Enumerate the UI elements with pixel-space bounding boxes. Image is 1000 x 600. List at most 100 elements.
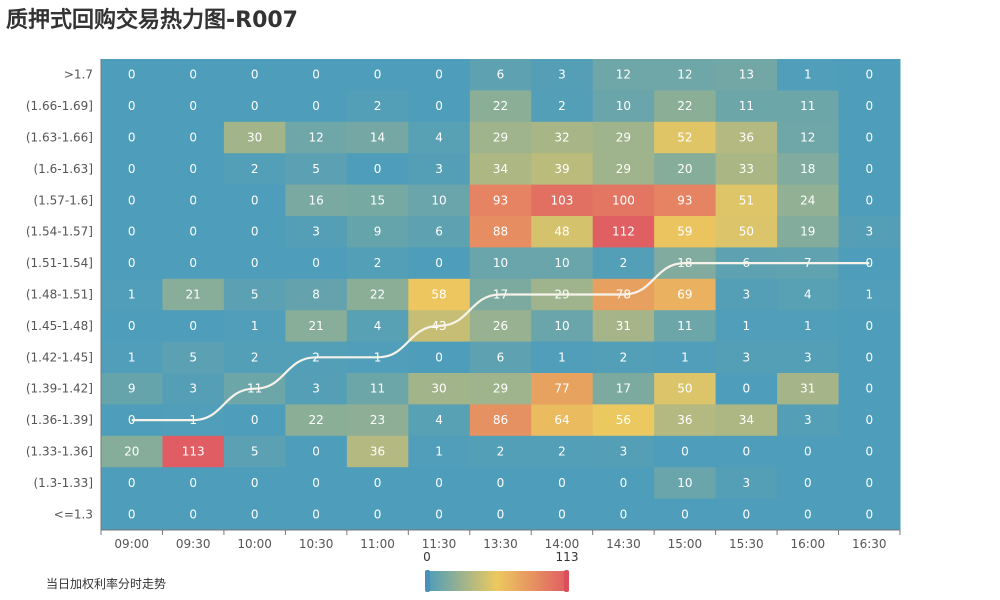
heatmap-cell[interactable] <box>838 435 901 468</box>
heatmap-cell[interactable] <box>162 121 225 154</box>
heatmap-cell[interactable] <box>777 373 840 405</box>
heatmap-cell[interactable] <box>346 216 409 248</box>
heatmap-cell[interactable] <box>346 184 409 217</box>
heatmap-cell[interactable] <box>346 310 409 343</box>
heatmap-cell[interactable] <box>469 153 532 186</box>
heatmap-cell[interactable] <box>715 153 778 186</box>
heatmap-cell[interactable] <box>592 121 655 154</box>
visual-map-bar[interactable] <box>427 571 567 591</box>
heatmap-cell[interactable] <box>654 216 717 248</box>
visual-map-max-handle[interactable] <box>564 570 569 592</box>
heatmap-cell[interactable] <box>592 467 655 500</box>
heatmap-cell[interactable] <box>162 90 225 123</box>
heatmap-cell[interactable] <box>715 216 778 248</box>
heatmap-cell[interactable] <box>101 216 163 248</box>
heatmap-cell[interactable] <box>838 310 901 343</box>
visual-map-min-handle[interactable] <box>425 570 430 592</box>
heatmap-cell[interactable] <box>715 467 778 500</box>
heatmap-cell[interactable] <box>101 247 163 280</box>
legend-item-trend[interactable]: 当日加权利率分时走势 <box>46 576 166 591</box>
heatmap-cell[interactable] <box>101 153 163 186</box>
heatmap-cell[interactable] <box>715 278 778 311</box>
heatmap-cell[interactable] <box>162 153 225 186</box>
heatmap-cell[interactable] <box>285 467 348 500</box>
heatmap-cell[interactable] <box>162 467 225 500</box>
heatmap-cell[interactable] <box>654 467 717 500</box>
heatmap-cell[interactable] <box>223 90 286 123</box>
heatmap-cell[interactable] <box>346 498 409 531</box>
heatmap-cell[interactable] <box>777 498 840 531</box>
heatmap-cell[interactable] <box>408 59 471 91</box>
heatmap-cell[interactable] <box>101 467 163 500</box>
heatmap-cell[interactable] <box>469 247 532 280</box>
heatmap-cell[interactable] <box>346 278 409 311</box>
heatmap-cell[interactable] <box>285 373 348 405</box>
heatmap-cell[interactable] <box>469 404 532 437</box>
heatmap-cell[interactable] <box>101 435 163 468</box>
heatmap-cell[interactable] <box>531 247 594 280</box>
heatmap-cell[interactable] <box>654 498 717 531</box>
heatmap-cell[interactable] <box>531 467 594 500</box>
heatmap-cell[interactable] <box>592 435 655 468</box>
heatmap-cell[interactable] <box>838 278 901 311</box>
heatmap-cell[interactable] <box>592 341 655 374</box>
heatmap-cell[interactable] <box>715 90 778 123</box>
heatmap-cell[interactable] <box>346 467 409 500</box>
heatmap-cell[interactable] <box>838 121 901 154</box>
heatmap-cell[interactable] <box>592 404 655 437</box>
heatmap-cell[interactable] <box>531 341 594 374</box>
heatmap-cell[interactable] <box>715 373 778 405</box>
heatmap-cell[interactable] <box>408 90 471 123</box>
heatmap-cell[interactable] <box>531 184 594 217</box>
heatmap-cell[interactable] <box>223 184 286 217</box>
heatmap-cell[interactable] <box>592 153 655 186</box>
heatmap-cell[interactable] <box>101 498 163 531</box>
heatmap-cell[interactable] <box>223 404 286 437</box>
heatmap-cell[interactable] <box>162 278 225 311</box>
heatmap-cell[interactable] <box>223 341 286 374</box>
heatmap-cell[interactable] <box>223 121 286 154</box>
heatmap-cell[interactable] <box>408 467 471 500</box>
heatmap-cell[interactable] <box>777 59 840 91</box>
heatmap-cell[interactable] <box>654 121 717 154</box>
heatmap-cell[interactable] <box>162 341 225 374</box>
heatmap-cell[interactable] <box>101 278 163 311</box>
visual-map[interactable]: 0 113 <box>423 550 578 592</box>
heatmap-cell[interactable] <box>654 278 717 311</box>
heatmap-cell[interactable] <box>715 310 778 343</box>
heatmap-cell[interactable] <box>838 404 901 437</box>
heatmap-cell[interactable] <box>469 216 532 248</box>
heatmap-cell[interactable] <box>654 310 717 343</box>
heatmap-cell[interactable] <box>285 121 348 154</box>
heatmap-cell[interactable] <box>285 498 348 531</box>
heatmap-cell[interactable] <box>101 341 163 374</box>
heatmap-cell[interactable] <box>592 498 655 531</box>
heatmap-cell[interactable] <box>715 341 778 374</box>
heatmap-cell[interactable] <box>408 153 471 186</box>
heatmap-cell[interactable] <box>469 90 532 123</box>
heatmap-cell[interactable] <box>777 184 840 217</box>
heatmap-cell[interactable] <box>469 121 532 154</box>
heatmap-cell[interactable] <box>531 404 594 437</box>
heatmap-cell[interactable] <box>408 278 471 311</box>
heatmap-cell[interactable] <box>531 121 594 154</box>
heatmap-cell[interactable] <box>592 90 655 123</box>
heatmap-cell[interactable] <box>531 59 594 91</box>
heatmap-cell[interactable] <box>285 153 348 186</box>
heatmap-cell[interactable] <box>408 184 471 217</box>
heatmap-cell[interactable] <box>469 310 532 343</box>
heatmap-cell[interactable] <box>469 341 532 374</box>
heatmap-cell[interactable] <box>654 59 717 91</box>
heatmap-cell[interactable] <box>285 59 348 91</box>
heatmap-cell[interactable] <box>101 90 163 123</box>
heatmap-cell[interactable] <box>469 467 532 500</box>
heatmap-cell[interactable] <box>223 435 286 468</box>
heatmap-cell[interactable] <box>285 435 348 468</box>
heatmap-cell[interactable] <box>408 435 471 468</box>
heatmap-cell[interactable] <box>777 467 840 500</box>
heatmap-cell[interactable] <box>101 59 163 91</box>
heatmap-cell[interactable] <box>654 153 717 186</box>
heatmap-cell[interactable] <box>715 184 778 217</box>
heatmap-cell[interactable] <box>592 216 655 248</box>
heatmap-cell[interactable] <box>223 59 286 91</box>
